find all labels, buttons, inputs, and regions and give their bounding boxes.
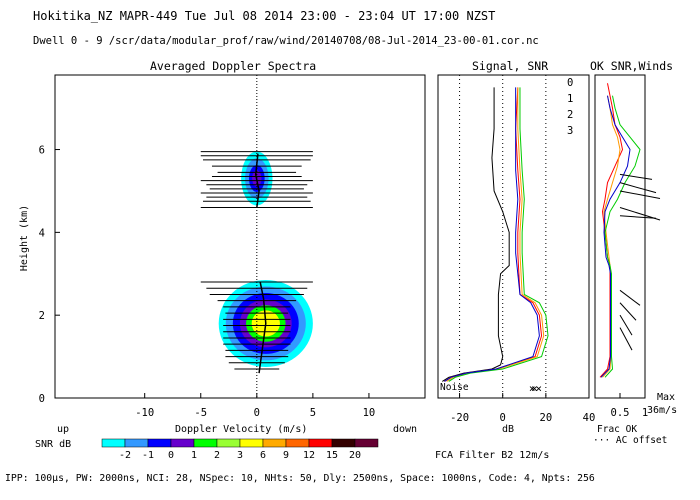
snr-tick-label: 2 [214, 450, 220, 461]
y-tick-label: 2 [39, 310, 45, 322]
x-tick-label: 5 [310, 407, 316, 419]
signal-frame [437, 74, 590, 399]
snr-tick-label: 6 [260, 450, 266, 461]
y-tick-label: 0 [39, 393, 45, 405]
snr-tick-label: 15 [326, 450, 338, 461]
x-tick-label: -5 [194, 407, 207, 419]
signal-plot: ×××-20 0 20 40 [442, 75, 595, 424]
ok-plot: 0.5 1 [599, 83, 661, 419]
snr-swatch [124, 438, 149, 448]
snr-tick-label: 9 [283, 450, 289, 461]
max-label: Max [657, 392, 675, 403]
filter-label: FCA Filter B2 12m/s [435, 450, 549, 461]
spectra-frame [54, 74, 426, 399]
series-legend: 0 1 2 3 [567, 77, 573, 137]
snr-swatch [239, 438, 264, 448]
snr-swatch [285, 438, 310, 448]
noise-label: Noise [440, 382, 469, 393]
snr-tick-label: -2 [119, 450, 131, 461]
ok-title: OK SNR,Winds [590, 59, 673, 73]
header-line-2: Dwell 0 - 9 /scr/data/modular_prof/raw/w… [33, 35, 539, 47]
upper-mean-velocity-trace [254, 153, 260, 208]
ok-series-2 [604, 95, 641, 378]
y-axis-label: Height (km) [19, 205, 30, 271]
signal-marker: × [529, 382, 536, 395]
snr-swatch [170, 438, 195, 448]
snr-tick-label: 1 [191, 450, 197, 461]
x-tick-label: -10 [135, 407, 154, 419]
down-label: down [393, 424, 417, 435]
wind-barb [619, 302, 637, 321]
frac-ok-label: Frac OK [597, 424, 637, 435]
wind-barb [619, 289, 641, 306]
spectra-title: Averaged Doppler Spectra [150, 59, 316, 73]
snr-tick-label: 0 [168, 450, 174, 461]
signal-x-tick-label: 20 [540, 412, 553, 424]
header-line-1: Hokitika_NZ MAPR-449 Tue Jul 08 2014 23:… [33, 9, 495, 23]
wind-barb [619, 215, 657, 219]
signal-series-noise [442, 87, 510, 382]
signal-x-tick-label: 0 [500, 412, 506, 424]
snr-swatch [262, 438, 287, 448]
signal-xlabel: dB [502, 424, 514, 435]
signal-marker: × [535, 382, 542, 395]
wind-barb [619, 327, 633, 351]
snr-swatch [216, 438, 241, 448]
snr-label: SNR dB [35, 439, 71, 450]
y-tick-label: 6 [39, 145, 45, 157]
legend-number-1: 1 [567, 93, 573, 105]
signal-series-3 [444, 87, 540, 382]
legend-number-0: 0 [567, 77, 573, 89]
legend-number-3: 3 [567, 125, 573, 137]
up-label: up [57, 424, 69, 435]
x-tick-label: 0 [254, 407, 260, 419]
snr-color-scale: -2 -1 0 1 2 3 6 9 12 15 20 [101, 438, 379, 461]
x-tick-label: 10 [363, 407, 376, 419]
signal-marker: × [531, 382, 538, 395]
snr-swatch [331, 438, 356, 448]
ok-x-tick-label: 0.5 [611, 407, 630, 419]
snr-swatch [354, 438, 379, 448]
wind-barb [619, 173, 653, 180]
signal-series-1 [446, 87, 545, 382]
wind-barb [619, 314, 633, 336]
legend-number-2: 2 [567, 109, 573, 121]
ok-x-tick-label: 1 [642, 407, 648, 419]
ac-offset-label: ··· AC offset [593, 435, 667, 446]
snr-swatch [193, 438, 218, 448]
snr-swatch [147, 438, 172, 448]
signal-series-0 [444, 87, 543, 382]
snr-tick-label: 3 [237, 450, 243, 461]
signal-title: Signal, SNR [472, 59, 548, 73]
snr-swatch [308, 438, 333, 448]
y-tick-label: 4 [39, 227, 45, 239]
snr-tick-label: -1 [142, 450, 154, 461]
signal-series-2 [448, 87, 549, 382]
signal-x-tick-label: 40 [583, 412, 596, 424]
wind-barb [619, 182, 657, 194]
max-value: 36m/s [647, 405, 677, 416]
snr-swatch [101, 438, 126, 448]
signal-x-tick-label: -20 [450, 412, 469, 424]
footer-params: IPP: 100µs, PW: 2000ns, NCI: 28, NSpec: … [5, 473, 595, 484]
snr-tick-label: 20 [349, 450, 361, 461]
ok-series-3 [600, 95, 631, 378]
x-axis-label: Doppler Velocity (m/s) [175, 424, 307, 435]
snr-tick-label: 12 [303, 450, 315, 461]
spectra-plot: -10 -5 0 5 10 0 2 4 6 [39, 75, 376, 419]
lower-mean-velocity-trace [258, 281, 267, 374]
wind-barb [619, 190, 661, 199]
